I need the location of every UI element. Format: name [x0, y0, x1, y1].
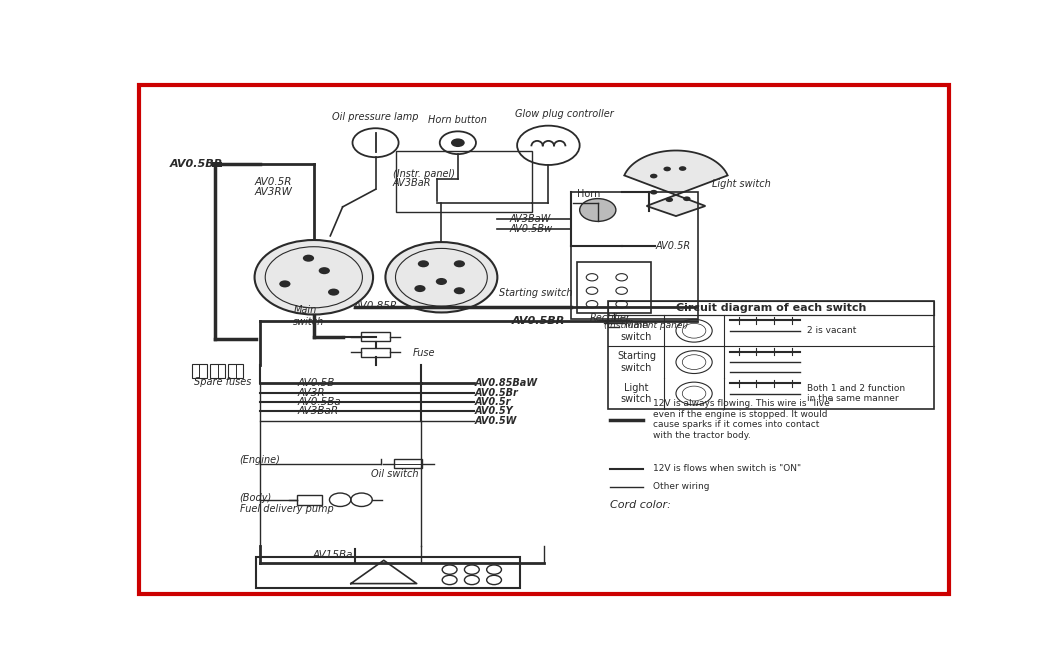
- Text: Main
switch: Main switch: [621, 320, 652, 341]
- Text: (Engine): (Engine): [240, 456, 280, 466]
- Text: Both 1 and 2 function
in the same manner: Both 1 and 2 function in the same manner: [807, 384, 905, 403]
- Text: AV0.85R: AV0.85R: [354, 301, 397, 311]
- Text: AV0.5B: AV0.5B: [297, 378, 335, 388]
- Text: Horn button: Horn button: [428, 115, 487, 125]
- Text: AV0.5r: AV0.5r: [475, 397, 511, 407]
- Text: Oil switch: Oil switch: [372, 469, 418, 479]
- Bar: [256, 556, 519, 588]
- Circle shape: [328, 288, 339, 296]
- Text: Circuit diagram of each switch: Circuit diagram of each switch: [675, 303, 867, 312]
- Circle shape: [650, 173, 657, 178]
- Bar: [211, 162, 222, 167]
- Text: Main
switch: Main switch: [293, 305, 325, 327]
- Text: (Instr. panel): (Instr. panel): [393, 169, 455, 179]
- Text: Spare fuses: Spare fuses: [194, 377, 252, 387]
- Text: AV3BaR: AV3BaR: [393, 177, 431, 187]
- Text: AV0.85BaW: AV0.85BaW: [475, 378, 537, 388]
- Circle shape: [255, 240, 373, 314]
- Text: (Body): (Body): [240, 493, 272, 503]
- Bar: [578, 261, 651, 313]
- Circle shape: [666, 198, 673, 202]
- Text: AV3R: AV3R: [297, 388, 325, 398]
- Text: Cord color:: Cord color:: [610, 500, 671, 510]
- Text: 12V is flows when switch is "ON": 12V is flows when switch is "ON": [653, 464, 801, 473]
- Text: AV0.5BR: AV0.5BR: [512, 317, 565, 326]
- Text: AV0.5BR: AV0.5BR: [170, 159, 223, 169]
- Text: 2 is vacant: 2 is vacant: [807, 326, 856, 335]
- Bar: [570, 192, 698, 319]
- Text: Fuse: Fuse: [412, 348, 435, 358]
- Circle shape: [386, 242, 497, 312]
- Circle shape: [279, 280, 291, 288]
- Bar: [394, 459, 423, 468]
- Text: AV0.5R: AV0.5R: [255, 177, 292, 187]
- Circle shape: [319, 267, 330, 274]
- Bar: [210, 364, 225, 378]
- Bar: [192, 364, 207, 378]
- Text: Other wiring: Other wiring: [653, 482, 709, 491]
- Text: Horn: Horn: [578, 190, 601, 200]
- Text: (instrument panel): (instrument panel): [603, 321, 688, 330]
- Bar: [228, 364, 243, 378]
- Bar: [361, 332, 391, 341]
- Text: Glow plug controller: Glow plug controller: [515, 110, 614, 120]
- Bar: [361, 347, 391, 357]
- Circle shape: [650, 190, 657, 195]
- Polygon shape: [624, 151, 727, 216]
- Circle shape: [303, 255, 314, 261]
- Circle shape: [453, 260, 465, 267]
- Circle shape: [414, 285, 426, 292]
- Circle shape: [580, 199, 616, 221]
- Circle shape: [417, 260, 429, 267]
- Text: Light
switch: Light switch: [621, 383, 652, 405]
- Text: Rectifier: Rectifier: [589, 312, 631, 323]
- Circle shape: [451, 138, 465, 147]
- Text: Starting
switch: Starting switch: [617, 351, 656, 373]
- Circle shape: [664, 167, 671, 171]
- Circle shape: [679, 166, 686, 171]
- Text: AV0.5Ba: AV0.5Ba: [297, 397, 341, 407]
- Circle shape: [683, 196, 690, 201]
- Text: AV0.5Br: AV0.5Br: [475, 388, 518, 398]
- Text: AV15Ba: AV15Ba: [312, 550, 353, 560]
- Text: Light switch: Light switch: [713, 179, 771, 189]
- Bar: [297, 495, 322, 505]
- Text: Oil pressure lamp: Oil pressure lamp: [332, 112, 418, 122]
- Text: AV3BaW: AV3BaW: [510, 214, 551, 224]
- Circle shape: [453, 287, 465, 294]
- Text: AV0.5Bw: AV0.5Bw: [510, 224, 553, 234]
- Text: AV3RW: AV3RW: [255, 187, 292, 197]
- Text: Fuel delivery pump: Fuel delivery pump: [240, 504, 333, 514]
- Text: AV0.5Y: AV0.5Y: [475, 407, 513, 416]
- Text: 12V is always flowing. This wire is "live"
even if the engine is stopped. It wou: 12V is always flowing. This wire is "liv…: [653, 399, 834, 439]
- Text: AV0.5W: AV0.5W: [475, 415, 517, 425]
- Bar: [609, 300, 933, 409]
- Circle shape: [435, 278, 447, 285]
- Bar: [609, 300, 933, 315]
- Text: Starting switch: Starting switch: [499, 288, 572, 298]
- Bar: [396, 151, 532, 212]
- Text: AV0.5R: AV0.5R: [655, 241, 690, 251]
- Text: AV3BaR: AV3BaR: [297, 407, 339, 416]
